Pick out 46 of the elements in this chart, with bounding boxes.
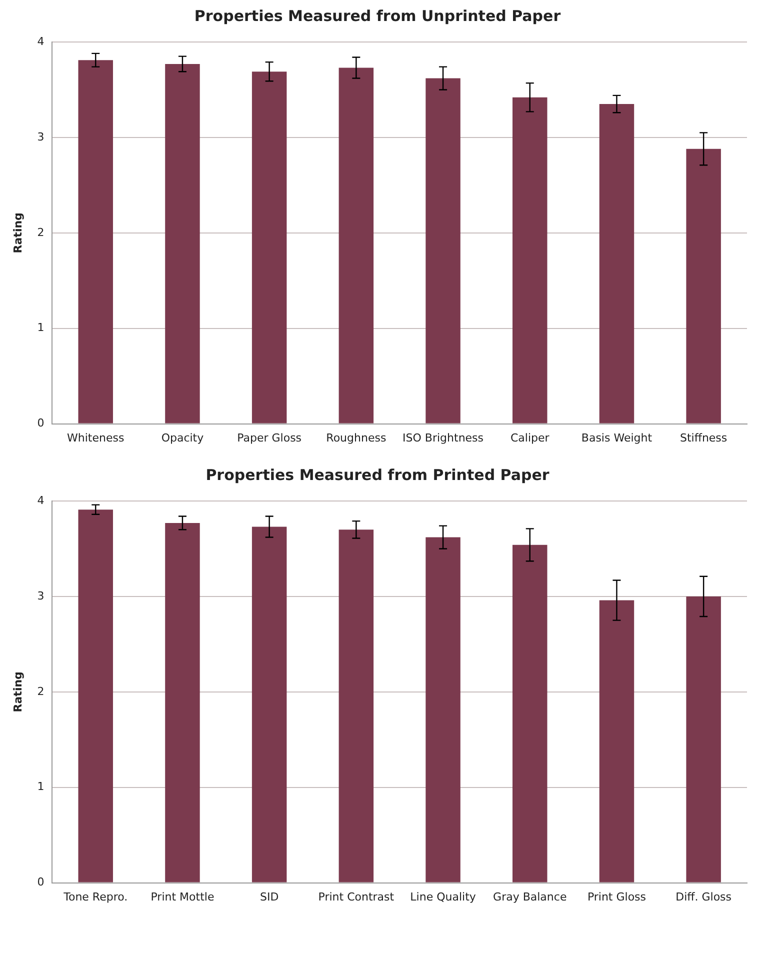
bar: [338, 68, 374, 424]
x-tick-label: Roughness: [326, 431, 386, 444]
x-tick-label: Print Contrast: [318, 890, 395, 904]
x-tick-label: Line Quality: [410, 890, 476, 904]
chart-title: Properties Measured from Unprinted Paper: [194, 6, 562, 25]
y-tick-label: 2: [37, 684, 44, 698]
x-tick-label: Tone Repro.: [62, 890, 128, 904]
bar: [599, 600, 634, 882]
x-tick-label: ISO Brightness: [402, 431, 484, 444]
y-tick-label: 4: [37, 34, 44, 48]
x-tick-label: SID: [260, 890, 279, 904]
x-tick-label: Caliper: [510, 431, 550, 444]
y-tick-label: 4: [37, 494, 44, 507]
bar: [426, 78, 460, 424]
y-tick-label: 1: [37, 321, 44, 334]
bar: [252, 526, 287, 882]
bar: [512, 97, 548, 424]
bar: [686, 596, 721, 882]
x-tick-label: Print Gloss: [587, 890, 646, 904]
bar: [512, 544, 548, 882]
x-tick-label: Whiteness: [67, 431, 124, 444]
bar: [165, 522, 200, 882]
bar: [338, 530, 374, 882]
y-tick-label: 3: [37, 130, 44, 144]
y-tick-label: 3: [37, 589, 44, 602]
x-tick-label: Paper Gloss: [237, 431, 302, 444]
bar: [252, 72, 287, 424]
bar: [426, 537, 460, 882]
y-tick-label: 1: [37, 780, 44, 794]
y-tick-label: 0: [37, 416, 44, 430]
x-tick-label: Diff. Gloss: [676, 890, 732, 904]
x-tick-label: Print Mottle: [150, 890, 214, 904]
bar: [78, 60, 113, 424]
x-tick-label: Gray Balance: [493, 890, 567, 904]
bar: [686, 148, 721, 424]
y-tick-label: 2: [37, 226, 44, 239]
y-tick-label: 0: [37, 876, 44, 889]
x-tick-label: Basis Weight: [581, 431, 653, 444]
bar: [78, 510, 113, 882]
chart-title: Properties Measured from Printed Paper: [206, 466, 550, 484]
y-axis-title: Rating: [11, 672, 24, 712]
x-tick-label: Opacity: [161, 431, 204, 444]
bar: [165, 64, 200, 424]
y-axis-title: Rating: [11, 212, 24, 254]
bar: [599, 104, 634, 424]
x-tick-label: Stiffness: [680, 431, 728, 444]
